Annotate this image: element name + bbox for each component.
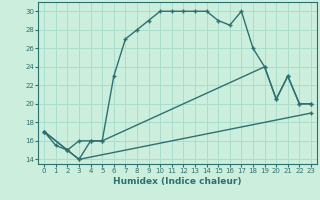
X-axis label: Humidex (Indice chaleur): Humidex (Indice chaleur): [113, 177, 242, 186]
